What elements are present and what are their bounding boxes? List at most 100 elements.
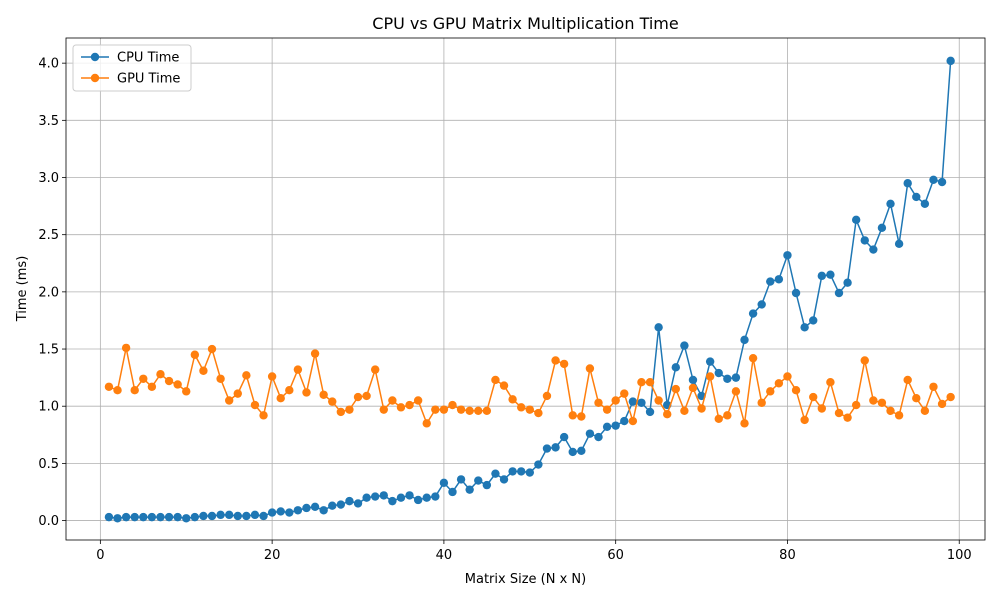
data-point	[542, 391, 552, 401]
data-point	[869, 245, 878, 254]
data-point	[594, 432, 603, 442]
data-point	[396, 493, 406, 502]
data-point	[121, 343, 131, 353]
data-point	[345, 496, 354, 506]
data-point	[937, 177, 947, 187]
chart-title: CPU vs GPU Matrix Multiplication Time	[372, 14, 678, 33]
data-point	[388, 496, 397, 506]
data-point	[894, 411, 904, 420]
data-point	[937, 399, 947, 409]
data-point	[216, 510, 225, 520]
data-point	[405, 400, 414, 410]
data-point	[568, 447, 577, 457]
data-point	[620, 416, 629, 426]
data-point	[250, 400, 260, 410]
data-point	[869, 396, 878, 405]
y-axis-label: Time (ms)	[15, 256, 30, 323]
data-point	[370, 492, 380, 501]
plot-frame	[65, 37, 986, 541]
data-point	[551, 443, 560, 452]
data-point	[113, 386, 122, 395]
data-point	[147, 382, 157, 391]
data-point	[843, 413, 852, 422]
data-point	[517, 467, 526, 476]
data-point	[328, 397, 337, 406]
data-point	[199, 511, 208, 521]
data-point	[336, 407, 346, 417]
data-point	[611, 396, 620, 405]
data-point	[817, 271, 827, 281]
data-point	[731, 387, 741, 396]
data-point	[671, 384, 681, 394]
data-point	[439, 478, 449, 488]
data-point	[800, 323, 809, 332]
data-point	[654, 323, 663, 332]
data-point	[817, 404, 827, 413]
data-point	[929, 382, 938, 391]
data-point	[164, 376, 174, 386]
data-point	[645, 407, 655, 417]
data-point	[285, 386, 294, 395]
data-point	[688, 383, 698, 393]
data-point	[809, 392, 818, 402]
data-point	[748, 309, 758, 318]
data-point	[482, 480, 492, 490]
data-point	[723, 374, 732, 383]
data-point	[894, 239, 904, 249]
x-tick-label: 100	[947, 548, 972, 563]
data-point	[723, 411, 732, 420]
data-point	[834, 408, 844, 418]
x-axis-label: Matrix Size (N x N)	[465, 572, 586, 587]
legend-label: CPU Time	[117, 51, 179, 66]
data-point	[766, 277, 775, 286]
ticks: 0 20 40 60 80 100 0.0 0.5 1.0 1.5 2.0 2.5 3.0 3.5 4.0	[38, 57, 971, 563]
data-point	[156, 369, 165, 379]
data-point	[405, 491, 414, 500]
data-point	[413, 396, 423, 405]
data-point	[370, 365, 380, 374]
data-point	[242, 511, 251, 521]
data-point	[766, 387, 775, 396]
data-point	[886, 199, 895, 209]
data-point	[877, 223, 887, 233]
legend-marker	[90, 52, 100, 62]
data-point	[783, 372, 792, 381]
data-point	[594, 398, 603, 407]
data-point	[637, 377, 646, 387]
data-point	[388, 396, 397, 405]
data-point	[757, 300, 766, 309]
data-point	[224, 396, 234, 405]
data-point	[877, 398, 887, 407]
data-point	[697, 404, 706, 413]
data-point	[851, 400, 861, 410]
legend-label: GPU Time	[117, 72, 180, 87]
data-point	[164, 512, 174, 522]
data-point	[525, 468, 534, 477]
data-point	[542, 444, 552, 453]
data-point	[310, 349, 320, 358]
data-point	[826, 377, 835, 387]
data-point	[104, 512, 114, 522]
data-point	[577, 446, 586, 456]
data-point	[809, 316, 818, 325]
data-point	[791, 386, 801, 395]
y-tick-label: 3.0	[38, 171, 59, 186]
data-point	[139, 512, 148, 522]
data-point	[199, 366, 208, 375]
data-point	[310, 502, 320, 512]
data-point	[774, 275, 784, 284]
data-point	[474, 406, 483, 415]
data-point	[491, 375, 500, 385]
data-point	[559, 432, 569, 442]
data-point	[920, 406, 930, 415]
data-point	[328, 501, 337, 510]
legend-marker	[90, 73, 100, 83]
data-point	[946, 392, 955, 402]
data-point	[379, 491, 388, 500]
data-point	[431, 492, 440, 501]
data-point	[259, 511, 268, 521]
data-point	[705, 372, 715, 381]
data-point	[336, 500, 346, 509]
data-point	[559, 359, 569, 369]
